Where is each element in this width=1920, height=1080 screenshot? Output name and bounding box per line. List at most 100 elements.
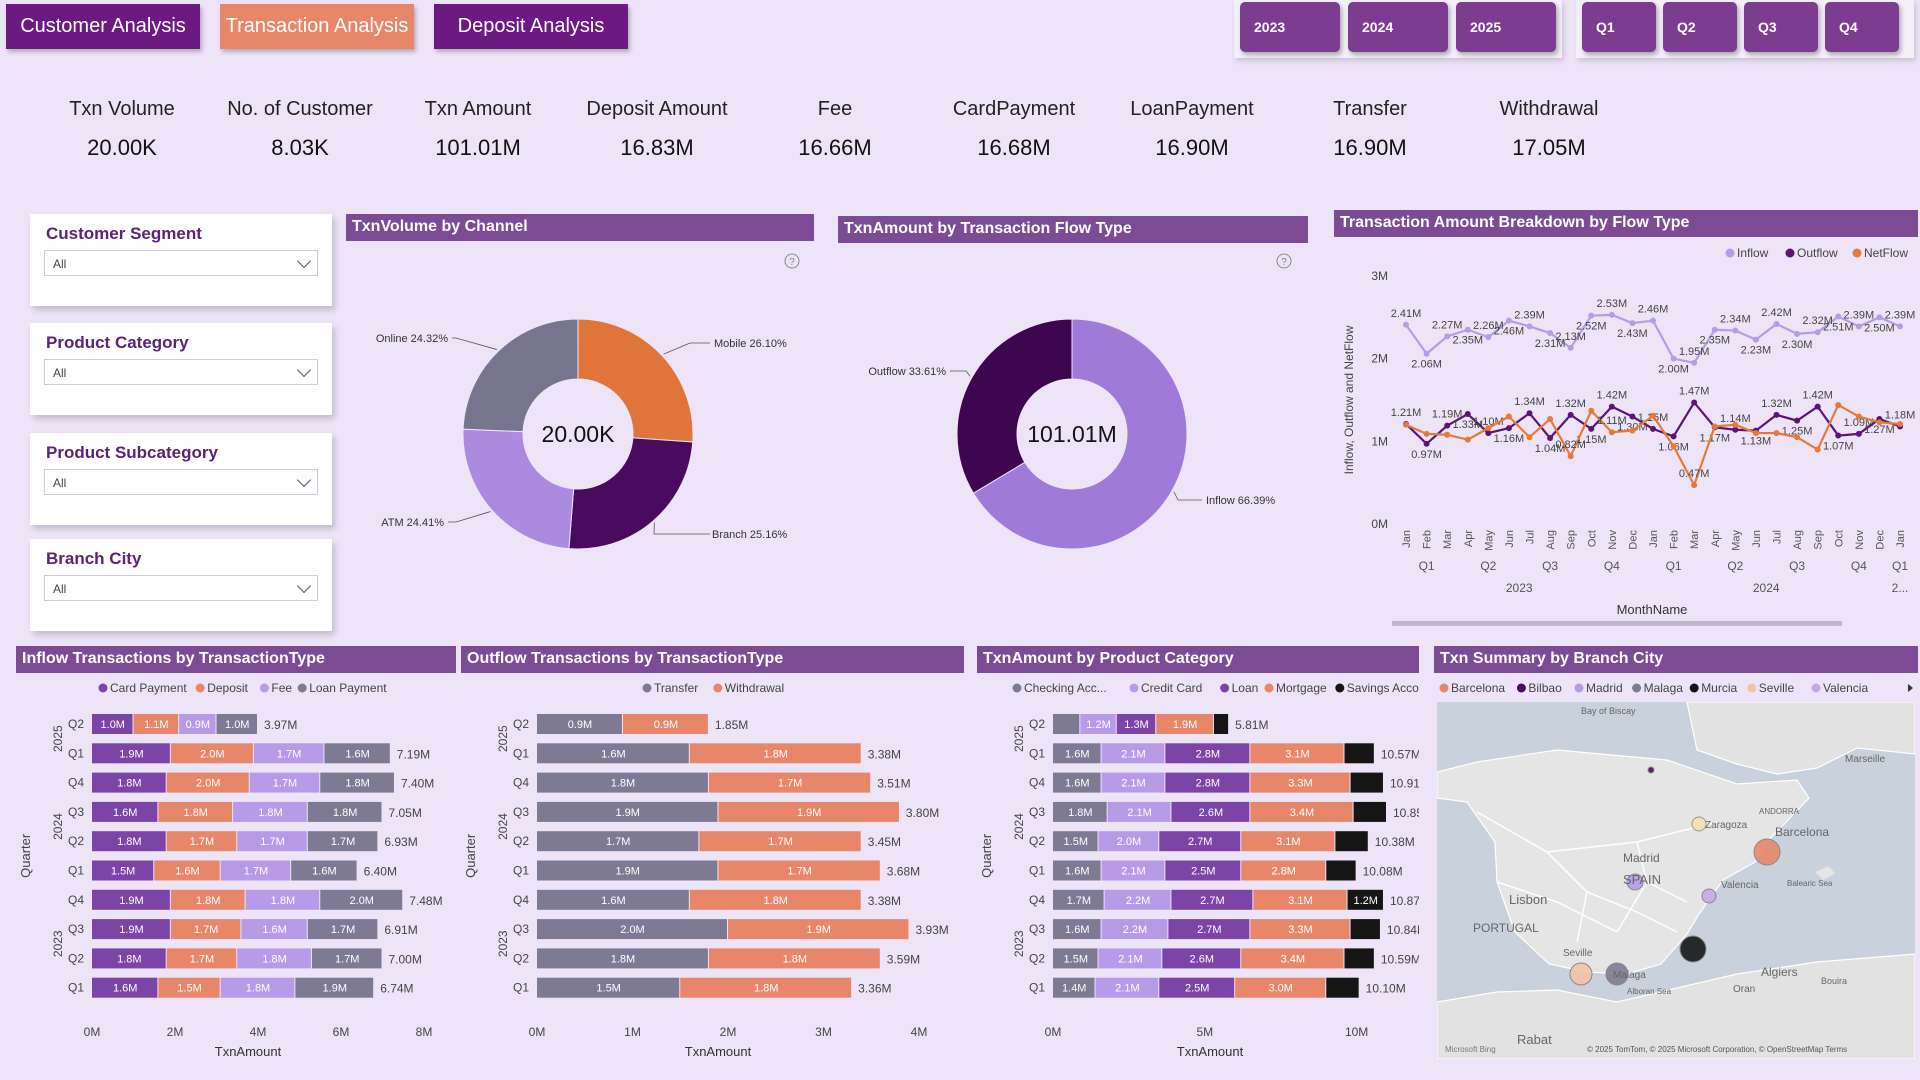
bar-segment-label: 1.8M <box>764 748 788 760</box>
month-tick-label: Mar <box>1442 530 1454 549</box>
line-point <box>1897 323 1903 330</box>
bar-segment <box>1101 772 1165 793</box>
bar-segment-label: 1.3M <box>1124 719 1148 731</box>
donut-slice-branch <box>568 437 694 550</box>
outflow-bars-title: Outflow Transactions by TransactionType <box>461 646 964 673</box>
slice-label: Mobile 26.10% <box>714 338 787 350</box>
bar-segment <box>537 948 708 969</box>
leader-line <box>448 511 491 523</box>
bar-segment-label: 1.9M <box>323 983 347 995</box>
bar-total-label: 10.91M <box>1390 777 1419 791</box>
quarter-q2-button[interactable]: Q2 <box>1663 2 1737 52</box>
bar-segment-label: 1.6M <box>113 983 137 995</box>
bar-segment <box>1241 948 1344 969</box>
iberia-land <box>1437 749 1810 975</box>
donut-slice-outflow <box>956 318 1073 494</box>
deposit-analysis-button[interactable]: Deposit Analysis <box>434 4 628 49</box>
line-point <box>1505 317 1512 324</box>
bar-segment <box>1250 743 1344 764</box>
bar-segment <box>537 919 727 940</box>
bar-segment <box>320 889 403 910</box>
bar-segment-label: 1.6M <box>1065 866 1089 878</box>
line-point <box>1403 321 1409 328</box>
question-circle-icon <box>784 253 800 269</box>
map-place-label: Madrid <box>1623 851 1660 865</box>
transaction-analysis-button[interactable]: Transaction Analysis <box>220 4 414 49</box>
bar-segment <box>1095 977 1159 998</box>
product-category-dropdown[interactable]: All <box>44 359 318 385</box>
month-tick-label: Nov <box>1854 530 1866 550</box>
bar-total-label: 10.87M <box>1390 894 1419 908</box>
data-label: 2.39M <box>1514 309 1545 321</box>
quarter-tick-label: Q2 <box>68 834 84 848</box>
map-bubble-madrid <box>1626 873 1644 891</box>
branch-city-dropdown[interactable]: All <box>44 575 318 601</box>
line-point <box>1547 330 1554 337</box>
map-place-label: Seville <box>1563 948 1593 959</box>
bar-segment <box>1168 919 1250 940</box>
quarter-q1-button[interactable]: Q1 <box>1582 2 1656 52</box>
x-tick-label: 10M <box>1345 1025 1368 1039</box>
month-tick-label: Feb <box>1422 530 1434 549</box>
line-point <box>1835 313 1842 320</box>
line-point <box>1835 401 1842 408</box>
legend-label: Mortgage <box>1276 681 1327 695</box>
bar-segment <box>1156 714 1213 734</box>
line-point <box>1711 326 1718 333</box>
legend-label: Card Payment <box>110 681 187 695</box>
donut-slice-mobile <box>577 318 694 443</box>
customer-segment-dropdown[interactable]: All <box>44 250 318 276</box>
data-label: 2.32M <box>1802 315 1833 327</box>
bar-segment-label: 1.5M <box>111 866 135 878</box>
data-label: 2.34M <box>1720 314 1751 326</box>
quarter-tick-label: Q2 <box>1029 951 1045 965</box>
legend-dot <box>713 683 723 693</box>
bar-segment <box>689 889 861 910</box>
year-2024-button[interactable]: 2024 <box>1348 2 1448 52</box>
year-2023-button[interactable]: 2023 <box>1240 2 1340 52</box>
quarter-q3-button[interactable]: Q3 <box>1744 2 1818 52</box>
product-bar-chart: Checking Acc... Credit Card Loan Mortgage Sa… <box>979 681 1419 1059</box>
bar-total-label: 3.38M <box>868 894 901 908</box>
line-point <box>1444 333 1451 340</box>
line-point <box>1547 435 1554 442</box>
bar-segment-label: 0.9M <box>568 719 592 731</box>
line-point <box>1691 359 1698 366</box>
txnamount-flowtype-title: TxnAmount by Transaction Flow Type <box>838 216 1308 243</box>
bar-segment-label: 2.7M <box>1188 836 1212 848</box>
quarter-tick-label: Q1 <box>1029 864 1045 878</box>
bar-segment <box>92 831 166 852</box>
bar-segment-label: 1.9M <box>806 924 830 936</box>
bar-segment <box>1107 801 1171 822</box>
line-point <box>1794 330 1801 337</box>
bar-segment <box>216 714 257 734</box>
x-axis-label: TxnAmount <box>1177 1044 1244 1059</box>
kpi-label: Transfer <box>1333 98 1407 120</box>
bar-segment-label: 2.1M <box>1118 953 1142 965</box>
kpi-txn-amount: Txn Amount 101.01M <box>388 98 568 161</box>
year-2025-button[interactable]: 2025 <box>1456 2 1556 52</box>
bar-segment <box>92 977 158 998</box>
quarter-tick-label: Q2 <box>1727 559 1743 573</box>
line-point <box>1567 344 1574 351</box>
chevron-down-icon <box>296 362 312 378</box>
donut-slice-atm <box>462 428 575 550</box>
month-tick-label: Jul <box>1772 530 1784 544</box>
bar-segment-label: 1.7M <box>606 836 630 848</box>
quarter-tick-label: Q4 <box>513 893 529 907</box>
map-bubble-valencia <box>1701 888 1717 904</box>
quarter-tick-label: Q3 <box>68 922 84 936</box>
bar-segment <box>1101 919 1168 940</box>
data-label: 2.46M <box>1638 304 1669 316</box>
branch-city-map[interactable]: Bay of Biscay Zaragoza Barcelona Madrid SPAI… <box>1437 702 1915 1059</box>
data-label: 2.30M <box>1782 339 1813 351</box>
product-subcategory-dropdown[interactable]: All <box>44 469 318 495</box>
customer-analysis-button[interactable]: Customer Analysis <box>6 4 200 49</box>
bar-segment <box>291 860 357 881</box>
bar-segment <box>307 919 378 940</box>
year-group-label: 2023 <box>1012 930 1026 957</box>
quarter-q4-button[interactable]: Q4 <box>1825 2 1899 52</box>
line-point <box>1876 314 1883 321</box>
chevron-down-icon <box>296 578 312 594</box>
data-label: 1.34M <box>1514 396 1545 408</box>
